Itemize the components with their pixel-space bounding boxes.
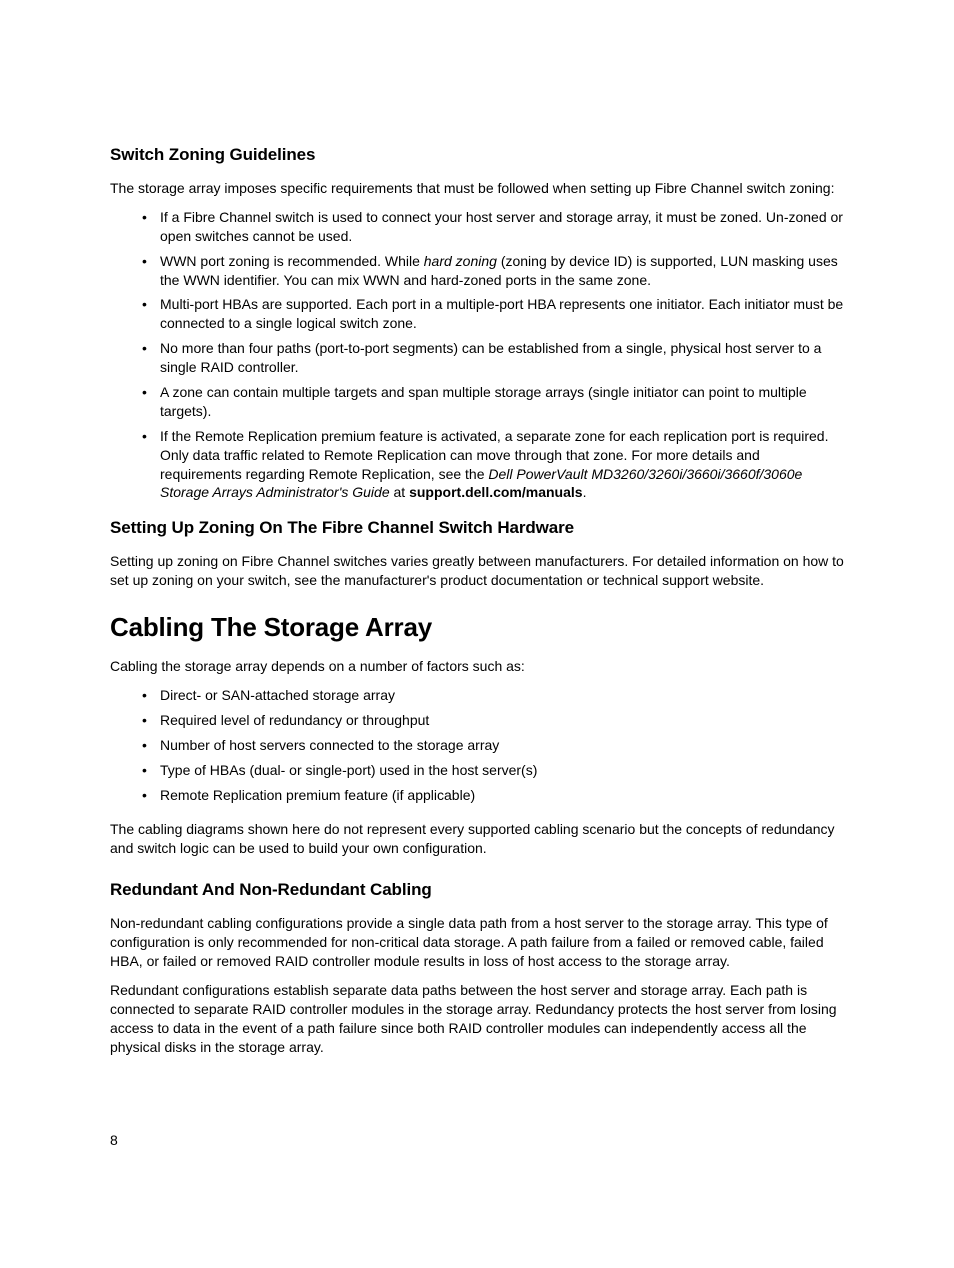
list-item: Type of HBAs (dual- or single-port) used… xyxy=(160,761,844,780)
list-item: Multi-port HBAs are supported. Each port… xyxy=(160,295,844,333)
text-fragment: at xyxy=(390,484,409,500)
heading-redundant: Redundant And Non-Redundant Cabling xyxy=(110,880,844,900)
body-setup-zoning: Setting up zoning on Fibre Channel switc… xyxy=(110,552,844,590)
heading-cabling: Cabling The Storage Array xyxy=(110,612,844,643)
bold-text: support.dell.com/manuals xyxy=(409,484,582,500)
body-redundant-p1: Non-redundant cabling configurations pro… xyxy=(110,914,844,971)
heading-setup-zoning: Setting Up Zoning On The Fibre Channel S… xyxy=(110,518,844,538)
intro-cabling: Cabling the storage array depends on a n… xyxy=(110,657,844,676)
list-item: Number of host servers connected to the … xyxy=(160,736,844,755)
intro-switch-zoning: The storage array imposes specific requi… xyxy=(110,179,844,198)
outro-cabling: The cabling diagrams shown here do not r… xyxy=(110,820,844,858)
list-item: If the Remote Replication premium featur… xyxy=(160,427,844,503)
list-item: If a Fibre Channel switch is used to con… xyxy=(160,208,844,246)
bullets-switch-zoning: If a Fibre Channel switch is used to con… xyxy=(110,208,844,502)
document-page: Switch Zoning Guidelines The storage arr… xyxy=(0,0,954,1268)
list-item: WWN port zoning is recommended. While ha… xyxy=(160,252,844,290)
text-fragment: WWN port zoning is recommended. While xyxy=(160,253,424,269)
list-item: Required level of redundancy or throughp… xyxy=(160,711,844,730)
body-redundant-p2: Redundant configurations establish separ… xyxy=(110,981,844,1057)
list-item: A zone can contain multiple targets and … xyxy=(160,383,844,421)
list-item: Remote Replication premium feature (if a… xyxy=(160,786,844,805)
page-number: 8 xyxy=(110,1132,118,1148)
list-item: Direct- or SAN-attached storage array xyxy=(160,686,844,705)
heading-switch-zoning: Switch Zoning Guidelines xyxy=(110,145,844,165)
text-fragment: . xyxy=(583,484,587,500)
list-item: No more than four paths (port-to-port se… xyxy=(160,339,844,377)
italic-text: hard zoning xyxy=(424,253,497,269)
bullets-cabling: Direct- or SAN-attached storage array Re… xyxy=(110,686,844,804)
